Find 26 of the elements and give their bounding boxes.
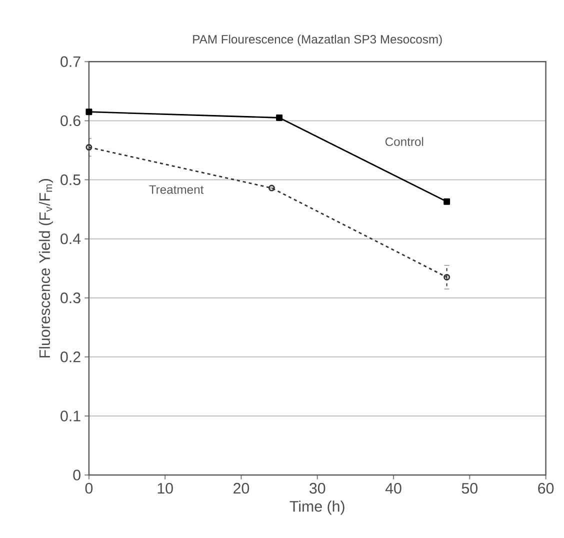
x-tick-label: 60 (538, 483, 554, 494)
point (444, 198, 450, 205)
x-tick-label: 0 (85, 483, 93, 494)
x-tick-label: 10 (158, 483, 173, 494)
point (86, 144, 92, 151)
y-tick-label: 0.5 (60, 174, 80, 186)
y-tick-label: 0.4 (60, 234, 81, 244)
y-axis-title: Fluorescence Yield (F$_{v}$/F$_{m}$) (38, 179, 54, 358)
point (268, 184, 275, 192)
y-tick-label: 0 (73, 470, 80, 481)
point (444, 274, 450, 281)
x-tick-label: 50 (462, 483, 478, 494)
x-axis-title: Time (h) (290, 500, 344, 515)
y-tick-label: 0.7 (60, 56, 80, 68)
x-tick-label: 20 (234, 483, 250, 494)
x-tick-label: 40 (385, 483, 402, 494)
y-tick-label: 0.2 (60, 352, 80, 362)
point (276, 114, 283, 122)
chart-title: PAM Flourescence (Mazatlan SP3 Mesocosm) (193, 34, 442, 46)
point (86, 108, 92, 116)
series-label: Control (385, 137, 424, 146)
y-tick-label: 0.6 (60, 115, 80, 126)
y-tick-label: 0.3 (60, 292, 80, 304)
x-tick-label: 30 (310, 483, 326, 494)
series-label: Treatment (149, 186, 204, 194)
y-tick-label: 0.1 (60, 410, 80, 422)
